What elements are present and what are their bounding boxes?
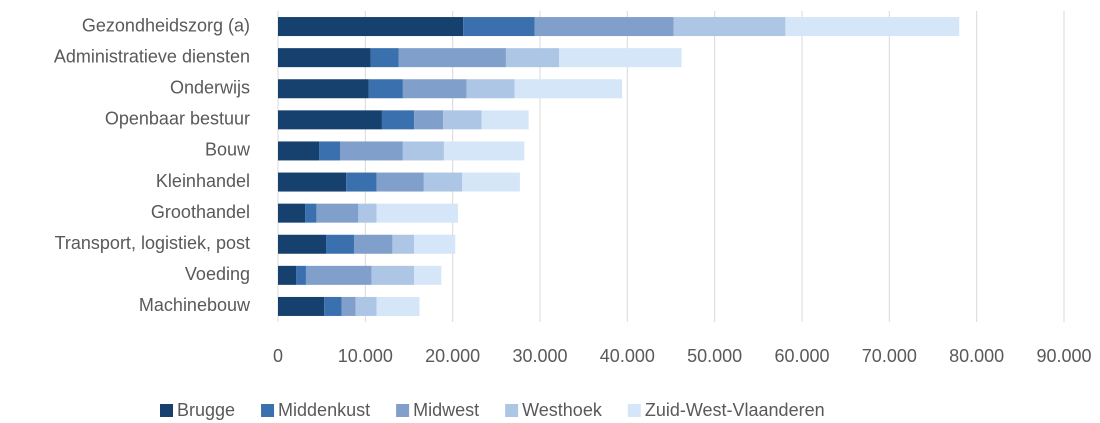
legend-swatch xyxy=(627,404,641,417)
bar-segment xyxy=(341,296,356,316)
bar-segment xyxy=(466,79,515,99)
bar-segment xyxy=(353,234,393,254)
bar-segment xyxy=(481,110,529,130)
bar-segment xyxy=(368,79,403,99)
legend-label: Westhoek xyxy=(522,400,603,420)
bar-segment xyxy=(423,172,463,192)
bar-segment xyxy=(534,17,674,37)
bar-segment xyxy=(278,265,297,285)
bar-segment xyxy=(376,172,424,192)
y-tick-label: Administratieve diensten xyxy=(54,46,250,66)
bar-segment xyxy=(392,234,415,254)
bar-segment xyxy=(278,141,320,161)
bar-segment xyxy=(785,17,960,37)
x-tick-label: 20.000 xyxy=(425,346,480,366)
x-tick-label: 40.000 xyxy=(600,346,655,366)
legend-swatch xyxy=(160,404,173,417)
bar-segment xyxy=(278,296,325,316)
bar-segment xyxy=(559,48,682,68)
y-tick-label: Onderwijs xyxy=(170,78,250,98)
x-tick-label: 10.000 xyxy=(338,346,393,366)
bar-segment xyxy=(346,172,377,192)
legend-label: Middenkust xyxy=(278,400,370,420)
bar-segment xyxy=(398,48,506,68)
bar-segment xyxy=(278,234,327,254)
legend-swatch xyxy=(261,404,275,417)
x-tick-label: 30.000 xyxy=(512,346,567,366)
legend-label: Midwest xyxy=(413,400,479,420)
bar-segment xyxy=(358,203,377,223)
bar-segment xyxy=(414,265,442,285)
y-tick-label: Groothandel xyxy=(151,202,250,222)
legend-swatch xyxy=(505,404,519,417)
bar-segment xyxy=(324,296,342,316)
y-tick-label: Transport, logistiek, post xyxy=(55,233,250,253)
x-tick-label: 90.000 xyxy=(1036,346,1091,366)
bar-segment xyxy=(463,17,535,37)
bar-segment xyxy=(414,110,444,130)
bar-segment xyxy=(326,234,354,254)
bar-segment xyxy=(278,48,371,68)
bar-segment xyxy=(278,79,369,99)
y-tick-label: Machinebouw xyxy=(139,295,251,315)
bar-segment xyxy=(316,203,359,223)
bar-segment xyxy=(402,141,444,161)
x-tick-label: 0 xyxy=(273,346,283,366)
bar-segment xyxy=(278,172,347,192)
x-tick-label: 50.000 xyxy=(687,346,742,366)
bar-segment xyxy=(376,203,458,223)
x-tick-label: 60.000 xyxy=(774,346,829,366)
legend-swatch xyxy=(396,404,410,417)
bar-segment xyxy=(305,265,372,285)
y-tick-label: Gezondheidszorg (a) xyxy=(82,15,250,35)
x-tick-label: 70.000 xyxy=(862,346,917,366)
bar-segment xyxy=(381,110,415,130)
bar-segment xyxy=(371,265,415,285)
bar-segment xyxy=(673,17,786,37)
bar-segment xyxy=(319,141,341,161)
bar-segment xyxy=(443,141,525,161)
bar-segment xyxy=(355,296,377,316)
bar-segment xyxy=(296,265,306,285)
x-tick-label: 80.000 xyxy=(949,346,1004,366)
bar-segment xyxy=(278,110,382,130)
y-tick-label: Voeding xyxy=(185,264,250,284)
legend-label: Brugge xyxy=(177,400,235,420)
bar-segment xyxy=(462,172,520,192)
bar-segment xyxy=(305,203,317,223)
bar-segment xyxy=(376,296,420,316)
y-tick-label: Kleinhandel xyxy=(156,171,250,191)
legend-label: Zuid-West-Vlaanderen xyxy=(645,400,825,420)
y-tick-label: Openbaar bestuur xyxy=(105,109,250,129)
bar-segment xyxy=(505,48,560,68)
bar-segment xyxy=(514,79,623,99)
bar-segment xyxy=(402,79,467,99)
bar-segment xyxy=(340,141,403,161)
bar-segment xyxy=(278,17,464,37)
bar-segment xyxy=(370,48,399,68)
y-tick-label: Bouw xyxy=(205,140,251,160)
bar-segment xyxy=(443,110,482,130)
bar-segment xyxy=(414,234,456,254)
bar-segment xyxy=(278,203,306,223)
